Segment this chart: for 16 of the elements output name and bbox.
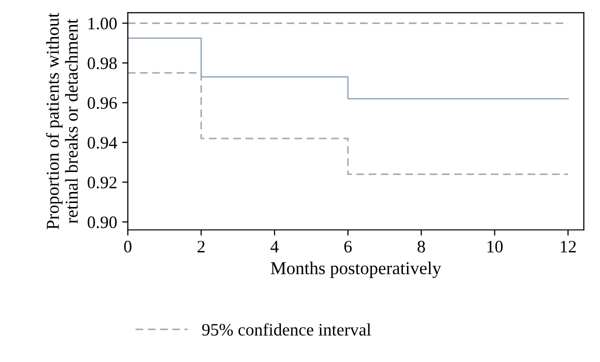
- x-tick-label: 0: [124, 240, 132, 253]
- x-tick-label: 6: [344, 240, 352, 253]
- x-axis-title: Months postoperatively: [270, 262, 442, 278]
- y-tick-label: 0.90: [88, 216, 117, 228]
- y-tick-label: 0.96: [88, 97, 117, 109]
- y-tick-label: 0.98: [88, 57, 117, 70]
- x-tick-label: 10: [488, 240, 503, 253]
- y-axis-title: Proportion of patients without retinal breaks or detachment: [46, 12, 78, 230]
- legend-label: 95% confidence interval: [202, 323, 371, 336]
- x-tick-label: 8: [418, 240, 425, 253]
- x-tick-label: 4: [270, 240, 279, 252]
- y-tick-label: 0.94: [88, 136, 118, 149]
- y-tick-label: 0.92: [88, 176, 116, 188]
- y-tick-label: 1.00: [88, 18, 117, 30]
- x-tick-label: 12: [560, 240, 576, 252]
- x-tick-label: 2: [198, 240, 205, 252]
